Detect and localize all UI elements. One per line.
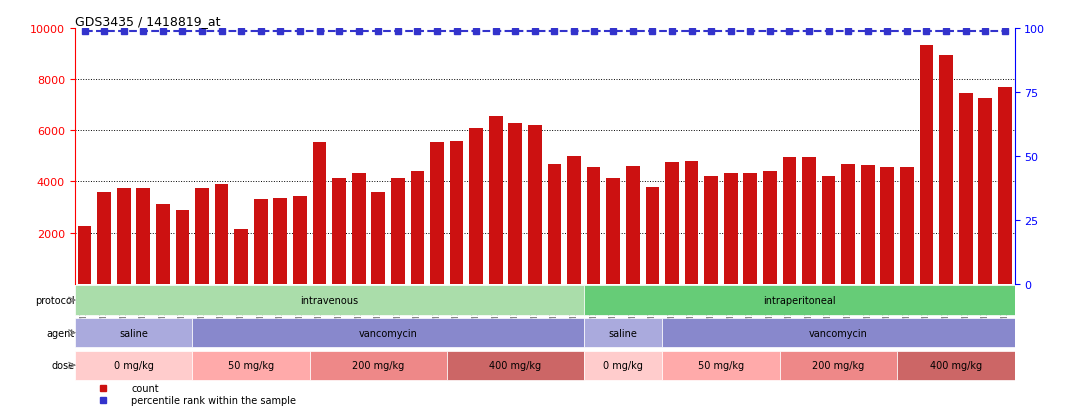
Text: saline: saline (119, 328, 148, 338)
Bar (351, 173, 365, 284)
Bar (430, 142, 444, 284)
FancyBboxPatch shape (192, 318, 584, 347)
Bar (254, 200, 268, 284)
Bar (450, 141, 464, 284)
Bar (998, 88, 1011, 284)
Bar (586, 168, 600, 284)
Text: percentile rank within the sample: percentile rank within the sample (131, 395, 296, 405)
Text: dose: dose (51, 360, 75, 370)
Bar (959, 94, 973, 284)
Bar (665, 163, 679, 284)
Bar (313, 142, 327, 284)
Text: 0 mg/kg: 0 mg/kg (603, 360, 643, 370)
Bar (137, 188, 151, 284)
Bar (783, 158, 797, 284)
Bar (195, 188, 209, 284)
Text: intraperitoneal: intraperitoneal (763, 295, 835, 305)
Bar (861, 166, 875, 284)
Bar (880, 168, 894, 284)
Bar (900, 168, 914, 284)
Text: 400 mg/kg: 400 mg/kg (489, 360, 541, 370)
Bar (939, 56, 953, 284)
FancyBboxPatch shape (446, 351, 584, 380)
Bar (273, 199, 287, 284)
Bar (704, 177, 718, 284)
Text: protocol: protocol (35, 295, 75, 305)
Bar (372, 192, 386, 284)
Bar (175, 210, 189, 284)
FancyBboxPatch shape (584, 318, 662, 347)
Text: vancomycin: vancomycin (359, 328, 418, 338)
FancyBboxPatch shape (780, 351, 897, 380)
Bar (469, 128, 483, 284)
Bar (391, 178, 405, 284)
Bar (724, 173, 738, 284)
Bar (410, 172, 424, 284)
Bar (489, 117, 503, 284)
Bar (332, 178, 346, 284)
Bar (116, 188, 130, 284)
FancyBboxPatch shape (310, 351, 446, 380)
Text: 200 mg/kg: 200 mg/kg (352, 360, 405, 370)
Bar (978, 99, 992, 284)
Text: agent: agent (47, 328, 75, 338)
Bar (685, 161, 698, 284)
Bar (215, 185, 229, 284)
Bar (626, 167, 640, 284)
Bar (528, 126, 541, 284)
Bar (821, 177, 835, 284)
FancyBboxPatch shape (75, 286, 584, 315)
Bar (567, 157, 581, 284)
FancyBboxPatch shape (192, 351, 310, 380)
Bar (763, 172, 776, 284)
Bar (920, 45, 933, 284)
Bar (645, 187, 659, 284)
Text: 50 mg/kg: 50 mg/kg (697, 360, 744, 370)
Bar (548, 164, 562, 284)
Text: 50 mg/kg: 50 mg/kg (227, 360, 274, 370)
Bar (508, 123, 522, 284)
Bar (97, 192, 111, 284)
Text: 400 mg/kg: 400 mg/kg (930, 360, 981, 370)
FancyBboxPatch shape (75, 351, 192, 380)
Bar (607, 178, 621, 284)
Bar (293, 196, 307, 284)
FancyBboxPatch shape (75, 318, 192, 347)
Bar (156, 205, 170, 284)
Text: GDS3435 / 1418819_at: GDS3435 / 1418819_at (75, 15, 220, 28)
FancyBboxPatch shape (584, 286, 1015, 315)
Text: 0 mg/kg: 0 mg/kg (113, 360, 154, 370)
FancyBboxPatch shape (662, 318, 1015, 347)
FancyBboxPatch shape (584, 351, 662, 380)
Text: count: count (131, 384, 159, 394)
Bar (743, 173, 757, 284)
Text: 200 mg/kg: 200 mg/kg (813, 360, 864, 370)
Text: intravenous: intravenous (300, 295, 359, 305)
Text: saline: saline (609, 328, 638, 338)
Bar (78, 227, 92, 284)
Bar (842, 164, 855, 284)
Bar (234, 229, 248, 284)
FancyBboxPatch shape (897, 351, 1015, 380)
Text: vancomycin: vancomycin (808, 328, 868, 338)
FancyBboxPatch shape (662, 351, 780, 380)
Bar (802, 158, 816, 284)
